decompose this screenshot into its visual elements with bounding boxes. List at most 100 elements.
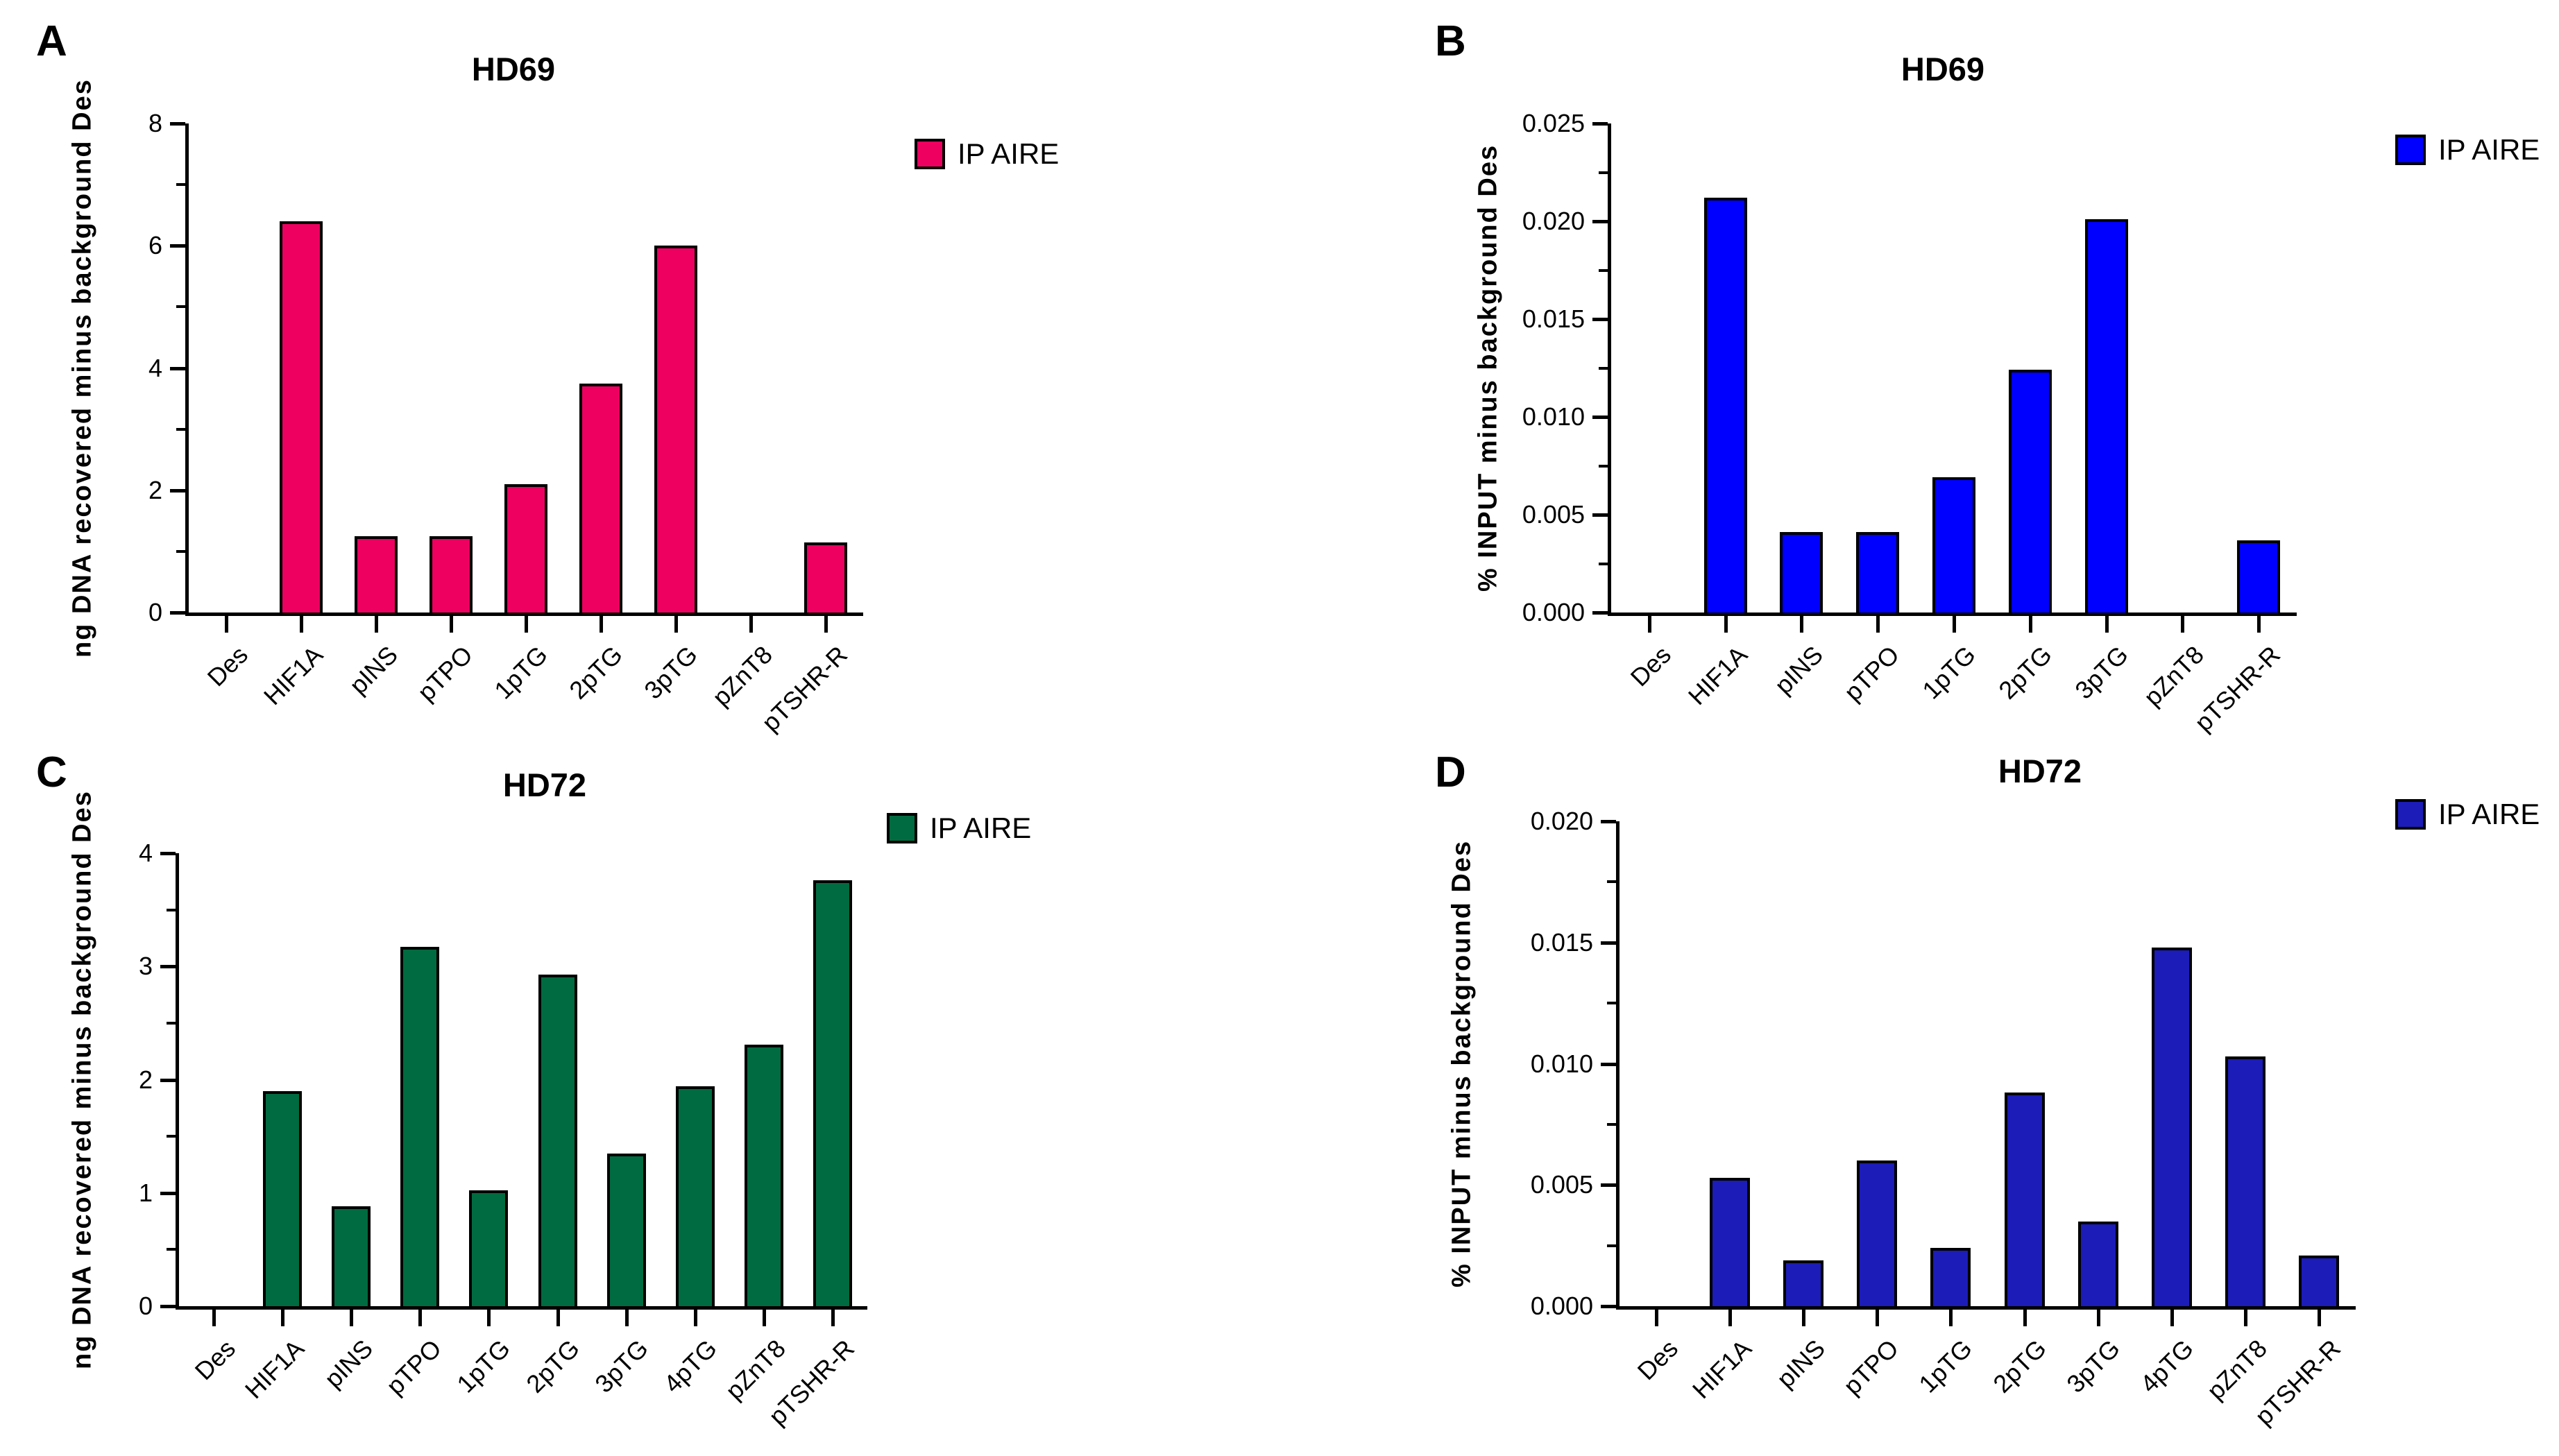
bar xyxy=(262,1090,302,1306)
x-tick-label: 2pTG xyxy=(1993,640,2057,705)
y-tick-major xyxy=(170,488,185,493)
x-tick xyxy=(2105,616,2109,633)
x-tick xyxy=(1802,1310,1806,1326)
y-tick-major xyxy=(1601,1305,1616,1308)
y-tick-label: 4 xyxy=(138,839,153,867)
y-tick-label: 0.010 xyxy=(1530,1049,1593,1078)
plot-area xyxy=(185,123,863,616)
x-tick-label: pINS xyxy=(318,1334,378,1394)
y-tick-minor xyxy=(176,549,185,553)
bar xyxy=(1710,1177,1751,1306)
x-tick-label: Des xyxy=(189,1334,241,1386)
x-tick-label: HIF1A xyxy=(1682,640,1753,711)
x-tick xyxy=(824,616,828,633)
bar xyxy=(355,536,398,613)
x-tick-label: pINS xyxy=(1769,640,1829,700)
legend-swatch xyxy=(2395,135,2426,165)
y-tick-major xyxy=(1592,318,1608,321)
x-tick-label: 3pTG xyxy=(2068,640,2134,705)
chart-title: HD69 xyxy=(471,51,556,87)
x-tick xyxy=(1876,616,1880,633)
y-tick-major xyxy=(1592,220,1608,223)
x-tick xyxy=(350,1310,353,1326)
panel-letter: A xyxy=(36,17,67,65)
bar xyxy=(1930,1248,1971,1306)
y-tick-label: 1 xyxy=(138,1178,153,1207)
y-tick-minor xyxy=(1599,464,1608,468)
x-tick xyxy=(2181,616,2185,633)
x-tick-label: 4pTG xyxy=(658,1334,722,1398)
y-tick-major xyxy=(170,366,185,370)
legend-label: IP AIRE xyxy=(2438,798,2540,830)
y-tick-major xyxy=(170,122,185,126)
y-tick-major xyxy=(160,1305,176,1308)
panel-letter: D xyxy=(1435,748,1466,796)
x-tick-label: pTPO xyxy=(380,1334,448,1401)
x-tick xyxy=(418,1310,423,1326)
x-tick xyxy=(300,616,303,633)
legend-label: IP AIRE xyxy=(930,812,1032,844)
y-tick-major xyxy=(1601,1183,1616,1188)
y-tick-label: 0.025 xyxy=(1522,109,1585,137)
y-tick-major xyxy=(1592,513,1608,517)
y-tick-label: 0.005 xyxy=(1530,1170,1593,1199)
x-tick xyxy=(487,1310,491,1326)
x-tick-label: pZnT8 xyxy=(2138,640,2210,712)
legend: IP AIRE xyxy=(887,812,1031,845)
bar xyxy=(430,536,473,613)
x-tick xyxy=(2243,1310,2247,1326)
legend: IP AIRE xyxy=(2395,133,2540,166)
y-tick-minor xyxy=(167,1135,176,1138)
x-tick xyxy=(1647,616,1651,633)
x-tick-label: 4pTG xyxy=(2134,1334,2199,1398)
bar xyxy=(332,1206,371,1306)
legend-swatch xyxy=(887,813,917,843)
x-tick-label: 3pTG xyxy=(2060,1334,2125,1398)
y-tick-label: 2 xyxy=(148,475,162,504)
y-tick-major xyxy=(1592,122,1608,126)
x-tick-label: HIF1A xyxy=(239,1334,309,1405)
legend: IP AIRE xyxy=(2395,798,2540,831)
x-tick-label: 1pTG xyxy=(488,640,553,705)
y-tick-label: 2 xyxy=(138,1065,153,1094)
bar xyxy=(2237,540,2281,613)
bar xyxy=(2004,1093,2045,1306)
x-tick-label: 1pTG xyxy=(1916,640,1981,705)
x-tick-label: 2pTG xyxy=(563,640,628,705)
bar xyxy=(538,974,577,1306)
x-tick xyxy=(525,616,528,633)
y-tick-label: 0.015 xyxy=(1522,305,1585,333)
x-tick xyxy=(694,1310,697,1326)
x-tick xyxy=(2023,1310,2027,1326)
y-tick-major xyxy=(160,852,176,855)
bar xyxy=(579,383,622,613)
y-tick-minor xyxy=(167,1248,176,1251)
y-tick-major xyxy=(160,1191,176,1195)
x-tick-label: 2pTG xyxy=(520,1334,585,1398)
x-tick xyxy=(1724,616,1728,633)
y-tick-label: 0.020 xyxy=(1530,807,1593,835)
x-tick xyxy=(1953,616,1956,633)
x-tick xyxy=(450,616,453,633)
y-tick-label: 8 xyxy=(148,109,162,137)
bar xyxy=(469,1190,509,1306)
x-tick xyxy=(763,1310,767,1326)
y-tick-minor xyxy=(1607,1122,1616,1126)
bar xyxy=(2077,1221,2118,1306)
x-tick-label: pTPO xyxy=(1837,1334,1905,1401)
x-tick-label: 3pTG xyxy=(589,1334,654,1398)
x-tick xyxy=(1655,1310,1659,1326)
x-tick-label: Des xyxy=(1624,640,1676,692)
y-tick-label: 0.020 xyxy=(1522,207,1585,235)
y-tick-label: 4 xyxy=(148,353,162,382)
legend-swatch xyxy=(915,139,945,169)
y-tick-label: 0 xyxy=(148,598,162,626)
y-tick-label: 0.010 xyxy=(1522,402,1585,431)
x-tick xyxy=(674,616,678,633)
x-tick-label: pINS xyxy=(1771,1334,1831,1394)
y-tick-minor xyxy=(176,305,185,309)
bar xyxy=(804,542,847,613)
x-tick xyxy=(1800,616,1804,633)
chart-title: HD72 xyxy=(502,766,587,803)
